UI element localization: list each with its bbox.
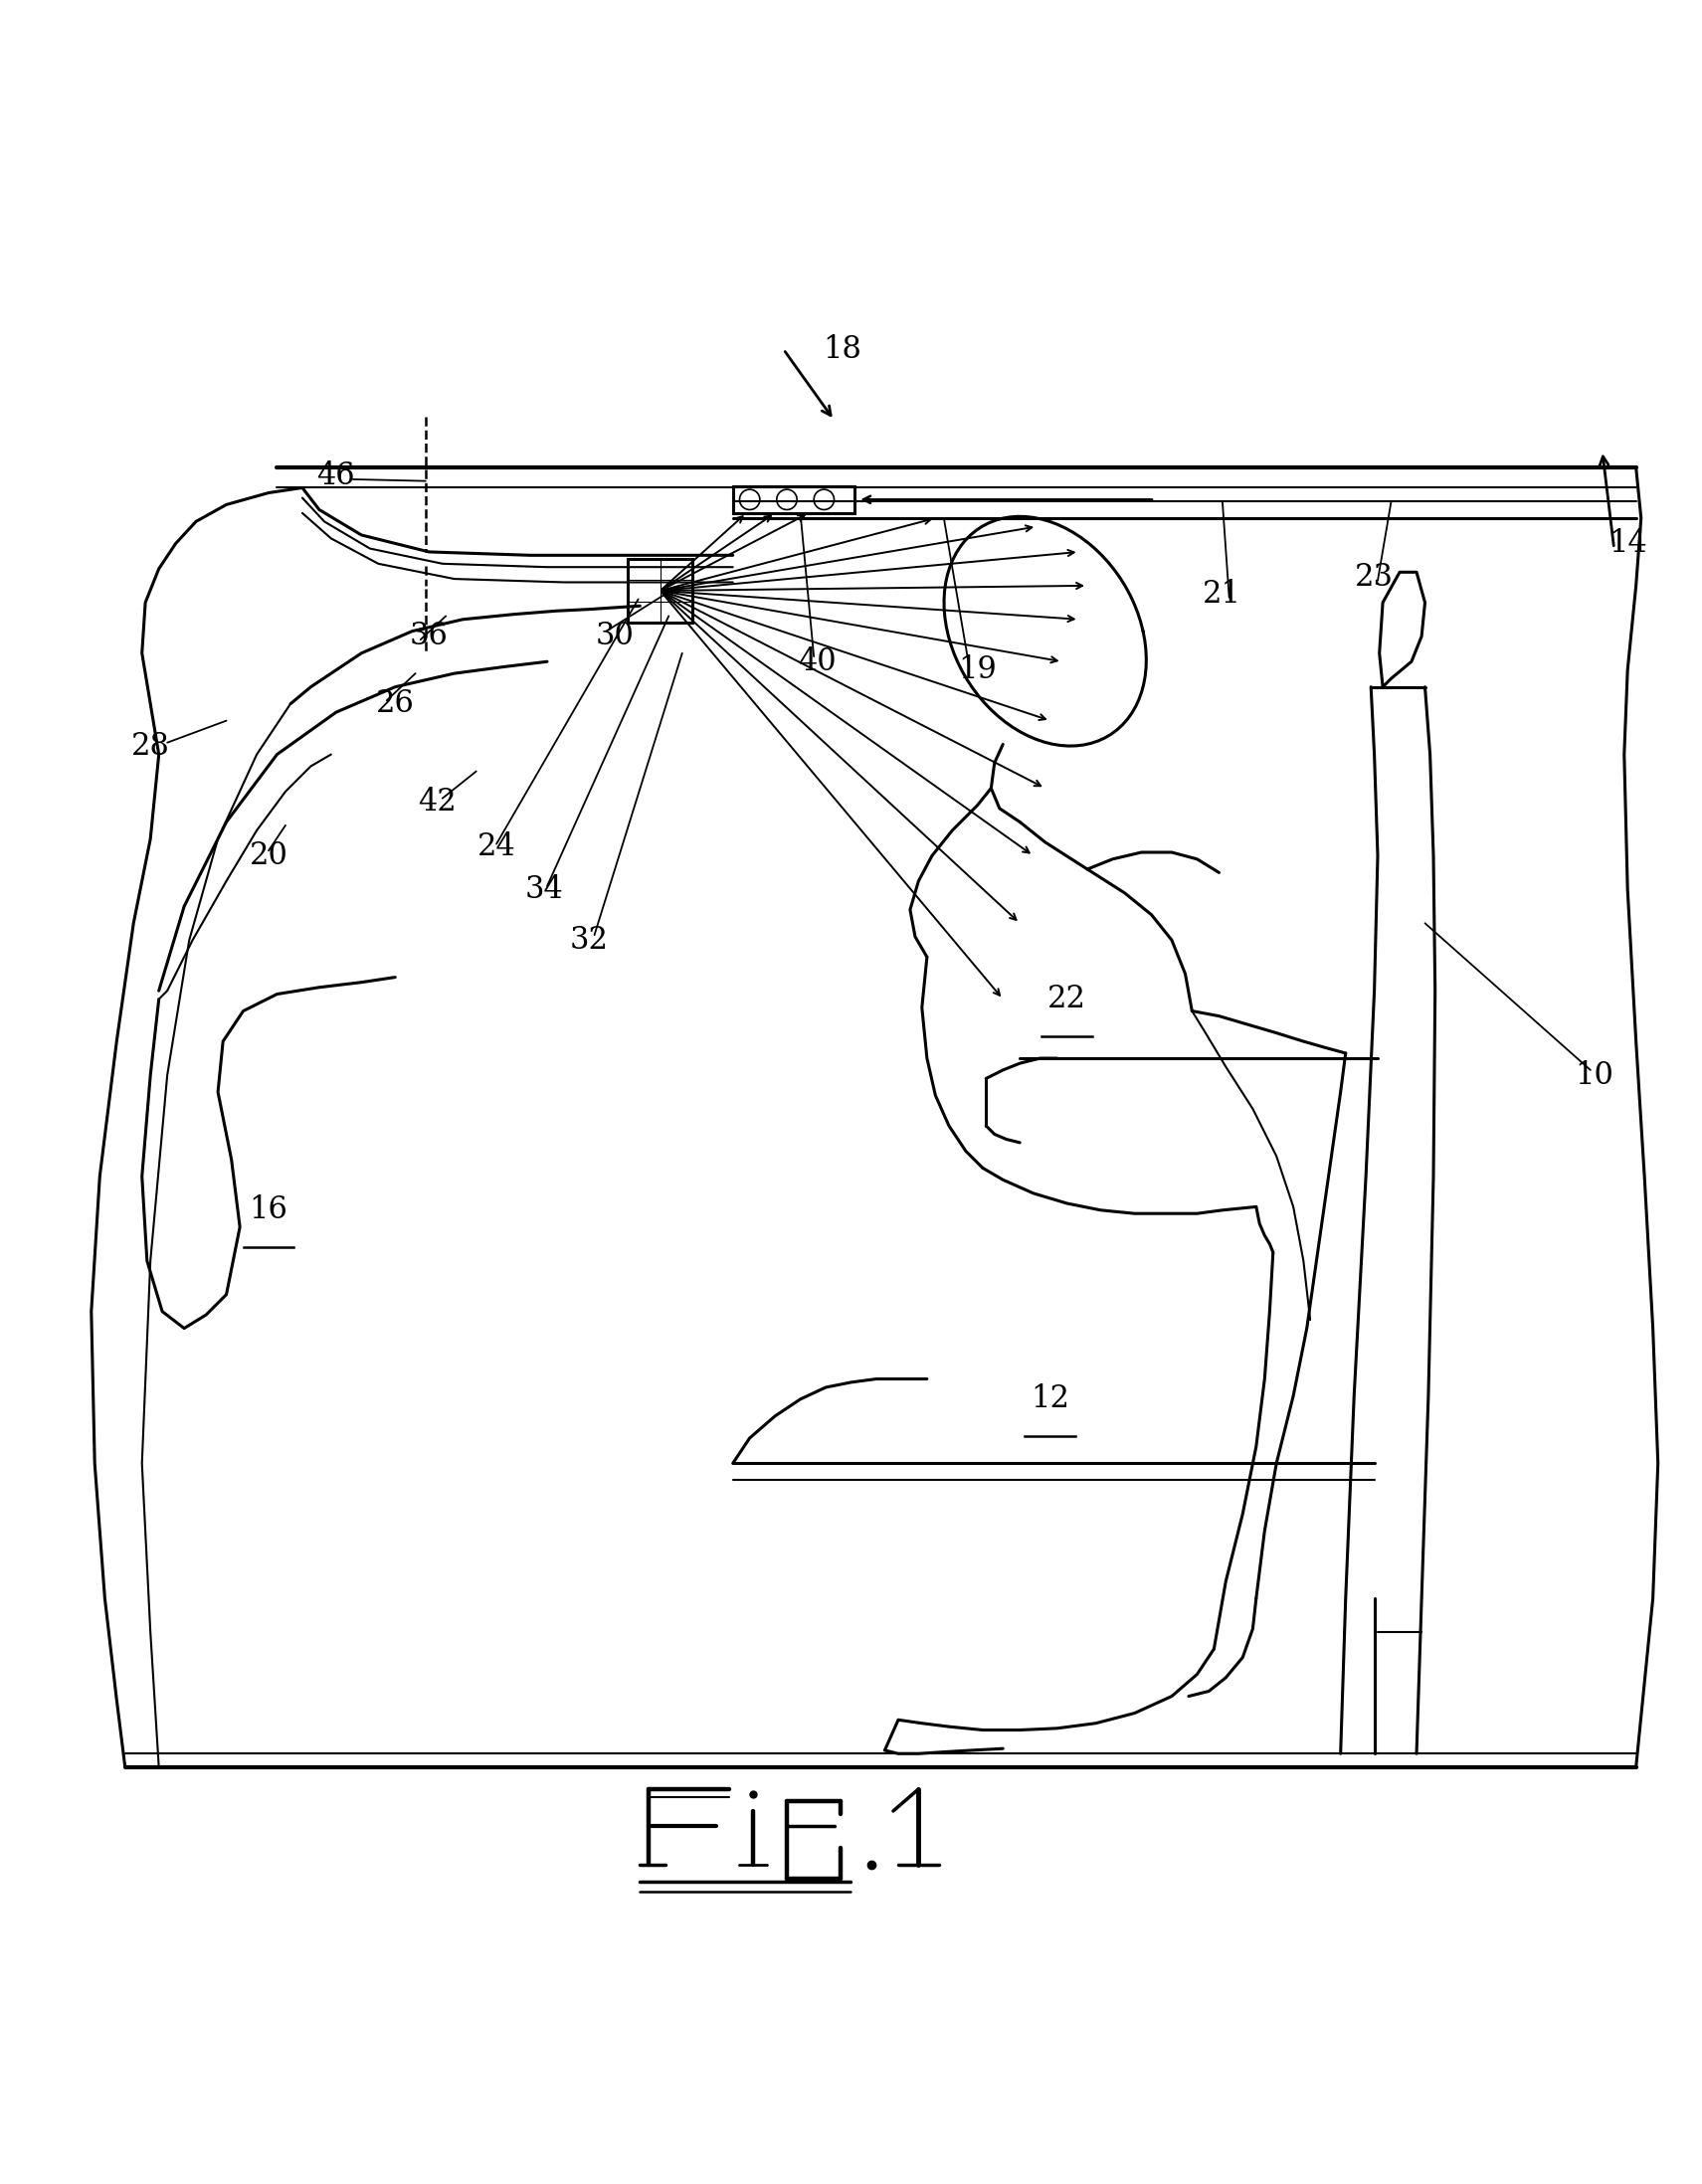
Text: 23: 23 (1355, 561, 1394, 592)
Text: 30: 30 (596, 620, 633, 651)
Text: 22: 22 (1048, 983, 1086, 1016)
Text: 42: 42 (419, 786, 456, 817)
Text: 46: 46 (317, 461, 356, 491)
Text: 36: 36 (410, 620, 448, 651)
Text: 28: 28 (131, 732, 170, 762)
Text: 16: 16 (248, 1195, 288, 1225)
Text: 10: 10 (1574, 1059, 1613, 1090)
Text: 34: 34 (524, 874, 563, 904)
Text: 40: 40 (798, 646, 836, 677)
Text: 21: 21 (1203, 579, 1242, 609)
Text: 32: 32 (570, 924, 609, 957)
Text: 14: 14 (1608, 529, 1648, 559)
Text: 19: 19 (958, 655, 997, 686)
Text: 20: 20 (248, 841, 288, 871)
Bar (628, 559, 693, 622)
Text: 12: 12 (1031, 1385, 1069, 1415)
Bar (734, 487, 854, 513)
Text: 24: 24 (477, 832, 516, 863)
Text: 18: 18 (824, 334, 861, 365)
Text: 26: 26 (376, 688, 415, 719)
